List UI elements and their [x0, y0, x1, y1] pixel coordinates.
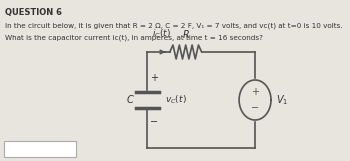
- FancyBboxPatch shape: [4, 141, 76, 157]
- Text: R: R: [182, 30, 189, 40]
- Text: C: C: [127, 95, 133, 105]
- Text: What is the capacitor current iᴄ(t), in amperes, at time t = 16 seconds?: What is the capacitor current iᴄ(t), in …: [5, 34, 263, 41]
- Text: $i_C(t)$: $i_C(t)$: [152, 28, 170, 40]
- Text: −: −: [150, 117, 158, 127]
- Text: $V_1$: $V_1$: [276, 93, 288, 107]
- Text: In the circuit below, it is given that R = 2 Ω, C = 2 F, V₁ = 7 volts, and vᴄ(t): In the circuit below, it is given that R…: [5, 22, 342, 28]
- Text: QUESTION 6: QUESTION 6: [5, 8, 62, 17]
- Text: +: +: [251, 87, 259, 97]
- Text: −: −: [251, 103, 259, 113]
- Text: +: +: [150, 73, 158, 83]
- Text: $v_C(t)$: $v_C(t)$: [165, 94, 187, 106]
